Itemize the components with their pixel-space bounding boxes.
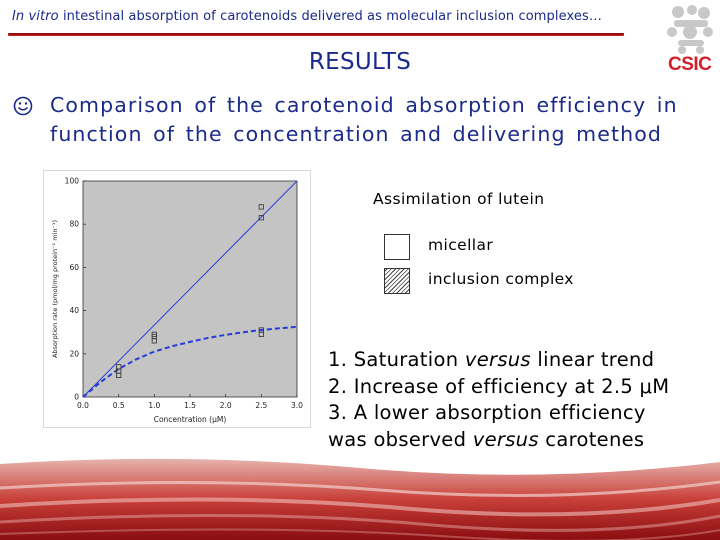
y-tick-label: 100 [65,177,80,186]
footer-wave-decoration [0,448,720,540]
y-tick-label: 80 [69,220,79,229]
title-italic-part: In vitro [12,9,59,24]
x-tick-label: 3.0 [291,401,303,410]
y-tick-label: 40 [69,306,79,315]
data-point [258,215,264,221]
legend-swatch-micellar [384,234,410,260]
x-tick-label: 0.0 [77,401,89,410]
x-axis-label: Concentration (μM) [154,415,227,424]
x-tick-label: 1.5 [184,401,196,410]
fit-line-inclusion-complex [82,180,298,398]
conclusion-2: 2. Increase of efficiency at 2.5 μM [328,374,670,398]
presentation-title: In vitro intestinal absorption of carote… [12,9,602,24]
x-tick-label: 2.5 [255,401,267,410]
y-tick-label: 20 [69,349,79,358]
x-tick-label: 1.0 [148,401,160,410]
bullet-text: Comparison of the carotenoid absorption … [50,93,678,146]
title-rest: intestinal absorption of carotenoids del… [58,9,602,24]
conclusions-list: 1. Saturation versus linear trend 2. Inc… [328,347,669,453]
x-tick-label: 2.0 [220,401,232,410]
conclusion-1-italic: versus [464,348,531,371]
conclusion-3-cont: was observed versus carotenes [328,427,669,454]
data-point [116,368,122,374]
legend-title: Assimilation of lutein [373,190,545,208]
conclusion-1-end: linear trend [530,348,655,371]
conclusion-3-cont-text: was observed [328,427,473,451]
legend-swatch-inclusion-complex [384,268,410,294]
y-tick-label: 60 [69,263,79,272]
x-tick-label: 0.5 [113,401,125,410]
conclusion-3-cont-italic: versus [472,427,539,451]
y-tick-label: 0 [74,393,79,402]
conclusion-1-text: 1. Saturation [328,348,465,371]
legend-label-micellar: micellar [428,236,494,254]
conclusion-1: 1. Saturation versus linear trend [328,347,669,374]
csic-logo [667,5,713,54]
conclusion-3: 3. A lower absorption efficiency [328,401,646,424]
slide-title: RESULTS [308,49,412,75]
smiley-bullet-icon [13,96,33,116]
legend-label-inclusion-complex: inclusion complex [428,270,574,288]
data-point [258,204,264,210]
logo-text: CSIC [668,54,712,75]
absorption-chart: 0.0 0.5 1.0 1.5 2.0 2.5 3.0 0 20 40 60 80 100 Concen… [43,170,311,428]
header-divider [8,33,624,36]
y-axis-label: Absorption rate (pmol/mg protein⁻¹ min⁻¹… [51,220,59,358]
data-point [258,327,264,333]
chart-svg: 0.0 0.5 1.0 1.5 2.0 2.5 3.0 0 20 40 60 80 100 Concen… [51,177,303,425]
fit-line-micellar [82,325,298,398]
conclusion-3-cont-end: carotenes [538,427,645,451]
data-point [151,333,157,340]
